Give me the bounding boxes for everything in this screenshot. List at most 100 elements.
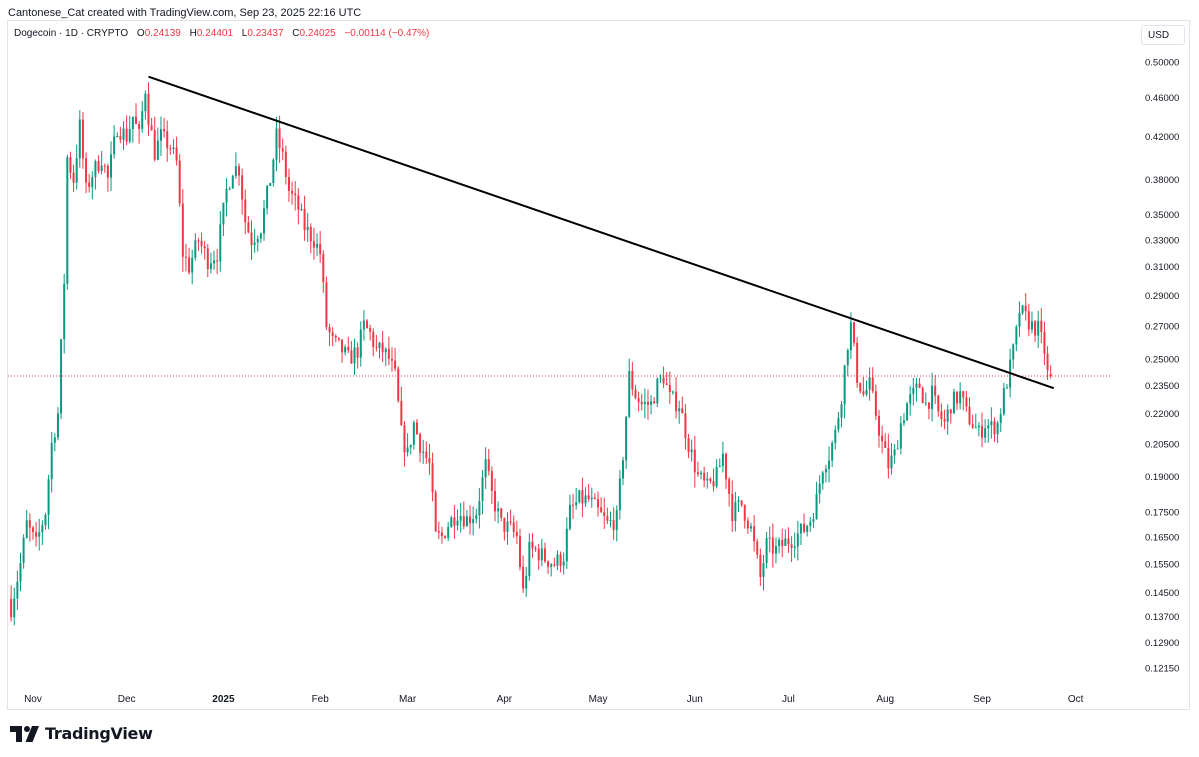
time-tick-label: Aug (876, 694, 894, 705)
candle-body (715, 467, 718, 487)
candle (262, 200, 265, 241)
candle (796, 520, 799, 561)
candle (478, 488, 481, 529)
candle-body (188, 257, 191, 273)
candle-body (247, 222, 250, 233)
candle (181, 189, 184, 272)
candle (781, 528, 784, 558)
candle-body (575, 502, 578, 506)
candle (437, 521, 440, 540)
price-tick-label: 0.42000 (1145, 132, 1179, 143)
price-tick-label: 0.19000 (1145, 472, 1179, 483)
candle (60, 338, 63, 420)
candle (269, 182, 272, 186)
candle-body (200, 240, 203, 247)
candle-body (952, 391, 955, 414)
candle (85, 152, 88, 194)
candle-body (1024, 305, 1027, 312)
candle-body (893, 449, 896, 456)
candle-body (981, 425, 984, 438)
candle (88, 173, 91, 193)
candle-body (387, 348, 390, 359)
candle (543, 542, 546, 564)
candle-body (472, 519, 475, 524)
candle (696, 461, 699, 477)
candle (553, 557, 556, 568)
candle-body (628, 371, 631, 417)
candle (241, 168, 244, 215)
candle (946, 404, 949, 435)
candle-body (178, 160, 181, 204)
candle-body (587, 495, 590, 500)
candle (921, 386, 924, 404)
candle-body (381, 342, 384, 353)
candle-body (937, 395, 940, 412)
candle (113, 125, 116, 159)
candle (512, 515, 515, 538)
candle (353, 338, 356, 375)
candle (1037, 310, 1040, 349)
candle (56, 407, 59, 441)
candle (138, 121, 141, 144)
candle (397, 366, 400, 403)
candle-body (946, 409, 949, 422)
candle-body (275, 128, 278, 160)
candle (540, 538, 543, 567)
candle-body (216, 260, 219, 262)
candle-body (31, 527, 34, 533)
candle (528, 533, 531, 581)
candle-body (846, 350, 849, 366)
candle (659, 374, 662, 383)
candle-body (141, 111, 144, 129)
candle-body (490, 471, 493, 491)
candle-body (840, 404, 843, 418)
candle-body (287, 177, 290, 191)
candle (306, 212, 309, 243)
candle-body (665, 383, 668, 385)
candle (159, 116, 162, 156)
symbol-title[interactable]: Dogecoin · 1D · CRYPTO (14, 28, 129, 39)
candle-body (515, 531, 518, 537)
currency-selector[interactable]: USD (1141, 25, 1185, 45)
candle-body (266, 185, 269, 209)
candle (968, 397, 971, 426)
candle-body (403, 425, 406, 453)
candle (203, 240, 206, 260)
candle (703, 466, 706, 488)
candle-body (172, 147, 175, 149)
tradingview-logo[interactable]: TradingView (10, 724, 153, 743)
candle (575, 487, 578, 510)
candle (509, 509, 512, 526)
candle-body (987, 425, 990, 429)
trendline[interactable] (148, 75, 1055, 390)
candle (278, 115, 281, 163)
price-axis[interactable]: 0.50000 0.46000 0.42000 0.38000 0.35000 0.330… (1145, 57, 1179, 674)
candle (469, 505, 472, 535)
candle (981, 412, 984, 448)
candle (902, 413, 905, 427)
candle-body (1037, 320, 1040, 336)
candle-body (965, 397, 968, 407)
candle-body (484, 459, 487, 478)
candle (325, 276, 328, 331)
candle-body (525, 576, 528, 589)
candle (422, 439, 425, 464)
candle-body (656, 378, 659, 404)
candle (106, 163, 109, 192)
candle-body (600, 507, 603, 513)
candle-body (281, 148, 284, 152)
candle-body (912, 387, 915, 395)
candle (200, 232, 203, 254)
candle (846, 348, 849, 377)
candle-body (640, 401, 643, 404)
candle (712, 468, 715, 492)
candle (884, 433, 887, 448)
candle (625, 416, 628, 469)
candle (266, 184, 269, 215)
time-axis[interactable]: Nov Dec 2025 Feb Mar Apr May Jun Jul Aug Sep Oct (24, 694, 1084, 705)
candle (462, 501, 465, 530)
candle-body (671, 391, 674, 393)
candle (125, 115, 128, 146)
candle-body (119, 135, 122, 140)
